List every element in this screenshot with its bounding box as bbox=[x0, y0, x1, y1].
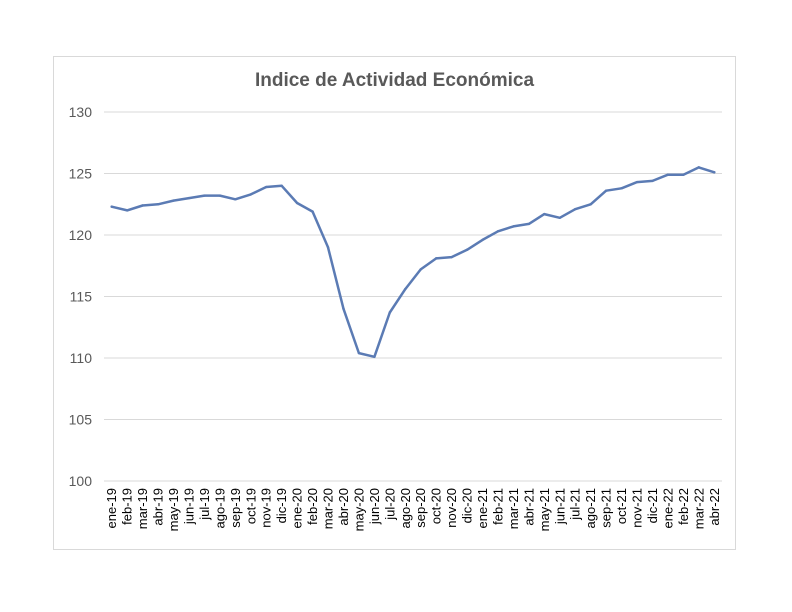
data-point bbox=[295, 201, 299, 205]
x-tick-label: dic-20 bbox=[460, 488, 475, 523]
data-point bbox=[682, 173, 685, 176]
gridlines bbox=[104, 111, 722, 482]
data-point bbox=[434, 257, 438, 260]
y-tick-label: 120 bbox=[69, 227, 93, 243]
data-point bbox=[265, 185, 268, 189]
x-tick-label: sep-19 bbox=[228, 488, 243, 528]
x-tick-label: ene-19 bbox=[104, 488, 119, 528]
x-tick-label: ene-22 bbox=[660, 488, 675, 528]
data-point bbox=[465, 248, 469, 251]
data-point bbox=[311, 210, 314, 213]
data-point bbox=[373, 355, 376, 358]
x-tick-label: feb-21 bbox=[490, 488, 505, 525]
x-tick-label: mar-20 bbox=[321, 488, 336, 529]
y-tick-label: 110 bbox=[70, 350, 93, 366]
x-tick-label: may-21 bbox=[537, 488, 552, 531]
x-tick-label: jul-20 bbox=[382, 488, 397, 521]
x-tick-label: ago-20 bbox=[398, 488, 413, 528]
data-point bbox=[326, 246, 330, 249]
data-point bbox=[172, 199, 175, 202]
data-point bbox=[651, 179, 654, 183]
x-tick-label: mar-22 bbox=[691, 488, 706, 529]
y-axis-ticks: 100 105 110 115 120 125 130 bbox=[69, 104, 93, 489]
data-point bbox=[481, 238, 484, 242]
data-point bbox=[218, 194, 222, 197]
data-point bbox=[543, 212, 546, 216]
x-tick-label: oct-19 bbox=[243, 488, 258, 524]
data-point bbox=[342, 307, 345, 310]
data-point bbox=[512, 225, 515, 228]
series-line bbox=[110, 166, 716, 359]
chart-area bbox=[53, 56, 736, 550]
data-point bbox=[357, 351, 361, 355]
chart-title: Indice de Actividad Económica bbox=[254, 70, 535, 91]
data-point bbox=[419, 268, 422, 271]
x-tick-label: may-19 bbox=[166, 488, 181, 531]
data-point bbox=[713, 171, 716, 174]
x-tick-label: ago-21 bbox=[583, 488, 598, 528]
x-tick-label: nov-19 bbox=[259, 488, 274, 528]
x-tick-label: nov-20 bbox=[444, 488, 459, 528]
data-point bbox=[388, 311, 392, 314]
y-tick-label: 125 bbox=[69, 166, 93, 182]
data-point bbox=[404, 287, 407, 291]
x-tick-label: nov-21 bbox=[630, 488, 645, 528]
data-point bbox=[666, 173, 670, 176]
y-tick-label: 100 bbox=[69, 473, 93, 489]
data-point bbox=[125, 209, 129, 212]
data-point bbox=[589, 203, 592, 206]
x-tick-label: dic-19 bbox=[274, 488, 289, 523]
x-tick-label: abr-22 bbox=[707, 488, 722, 526]
data-point bbox=[558, 216, 561, 219]
data-point bbox=[234, 198, 237, 201]
data-point bbox=[280, 184, 283, 187]
data-point bbox=[156, 203, 160, 206]
x-tick-label: ene-21 bbox=[475, 488, 490, 528]
x-tick-label: jul-21 bbox=[568, 488, 583, 521]
x-tick-label: oct-20 bbox=[429, 488, 444, 524]
x-tick-label: mar-19 bbox=[135, 488, 150, 529]
data-point bbox=[697, 166, 701, 169]
x-tick-label: oct-21 bbox=[614, 488, 629, 524]
data-point bbox=[604, 189, 608, 192]
x-tick-label: abr-20 bbox=[336, 488, 351, 526]
x-tick-label: jun-20 bbox=[367, 488, 382, 525]
y-tick-label: 115 bbox=[70, 289, 93, 305]
y-tick-label: 130 bbox=[69, 104, 93, 120]
x-tick-label: abr-19 bbox=[151, 488, 166, 526]
x-tick-label: may-20 bbox=[351, 488, 366, 531]
data-point bbox=[620, 187, 623, 190]
x-tick-label: ago-19 bbox=[212, 488, 227, 528]
data-point bbox=[450, 255, 453, 259]
x-tick-label: mar-21 bbox=[506, 488, 521, 529]
x-axis-ticks: ene-19 feb-19 mar-19 abr-19 may-19 jun-19 jul-… bbox=[104, 488, 722, 531]
data-point bbox=[203, 194, 206, 197]
data-point bbox=[527, 222, 531, 226]
data-point bbox=[110, 205, 113, 208]
x-tick-label: jul-19 bbox=[197, 488, 212, 521]
data-point bbox=[635, 180, 639, 184]
series bbox=[110, 166, 716, 359]
data-point bbox=[187, 196, 191, 200]
x-tick-label: jun-19 bbox=[181, 488, 196, 525]
x-tick-label: feb-22 bbox=[676, 488, 691, 525]
x-tick-label: abr-21 bbox=[521, 488, 536, 526]
x-tick-label: feb-19 bbox=[120, 488, 135, 525]
x-tick-label: sep-21 bbox=[599, 488, 614, 528]
y-tick-label: 105 bbox=[69, 412, 93, 428]
x-tick-label: ene-20 bbox=[290, 488, 305, 528]
data-point bbox=[496, 230, 500, 233]
data-point bbox=[249, 193, 252, 196]
x-tick-label: feb-20 bbox=[305, 488, 320, 525]
x-tick-label: sep-20 bbox=[413, 488, 428, 528]
x-tick-label: dic-21 bbox=[645, 488, 660, 523]
data-point bbox=[574, 207, 577, 211]
x-tick-label: jun-21 bbox=[552, 488, 567, 525]
data-point bbox=[141, 204, 144, 207]
